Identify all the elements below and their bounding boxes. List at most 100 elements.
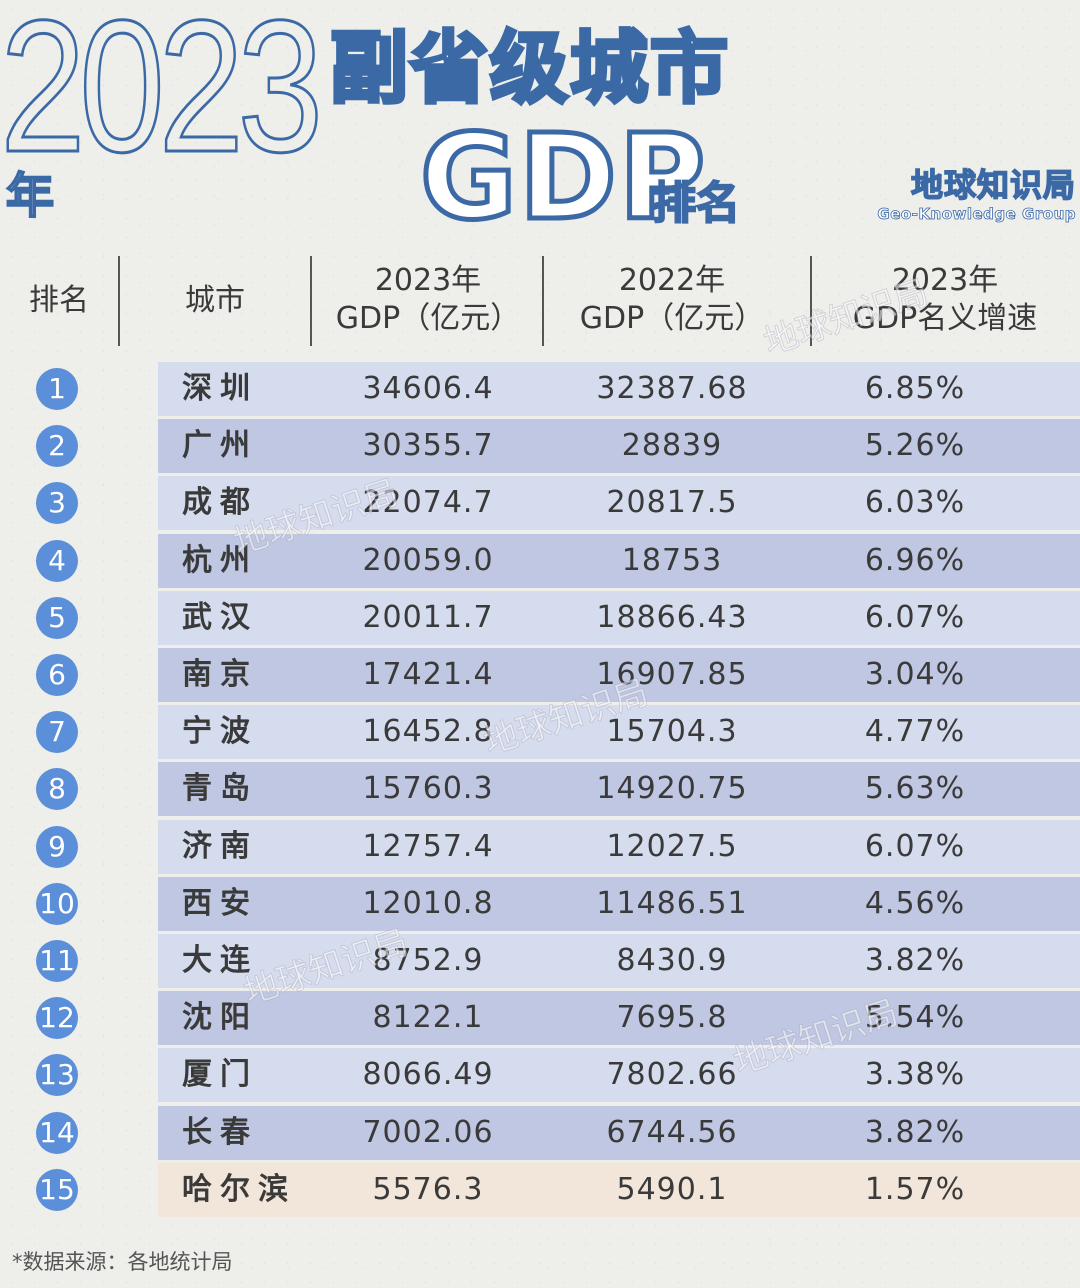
table-row: 5 武汉 20011.7 18866.43 6.07% [0,590,1080,645]
header-gdp2022: 2022年 GDP（亿元） [560,262,784,338]
gdp-2022-cell: 8430.9 [616,943,728,978]
header-growth: 2023年 GDP名义增速 [830,262,1060,338]
city-name: 济南 [182,828,258,864]
header-divider [810,256,812,346]
gdp-2023-cell: 20059.0 [362,542,494,578]
row-band [158,705,1080,760]
table-row: 9 济南 12757.4 12027.5 6.07% [0,819,1080,874]
year-char: 年 [5,168,55,224]
gdp-2022-cell: 7695.8 [616,1000,728,1036]
rank-badge: 1 [36,368,78,410]
header-divider [310,256,312,346]
rank-badge: 3 [36,482,78,525]
growth-cell: 5.54% [864,1000,966,1036]
row-band [158,1048,1080,1103]
gdp-2023-cell: 12757.4 [362,828,494,864]
growth-cell: 6.96% [864,542,966,578]
header-growth-line1: 2023年 [891,263,999,298]
rank-badge: 12 [36,997,78,1040]
gdp-2022-cell: 14920.75 [596,771,748,807]
table-row: 8 青岛 15760.3 14920.75 5.63% [0,762,1080,817]
city-name: 沈阳 [182,1000,258,1036]
gdp-2022-cell: 28839 [621,428,723,464]
gdp-2022-cell: 16907.85 [596,657,748,692]
header-city: 城市 [185,283,245,318]
city-name: 西安 [182,885,258,921]
row-band [158,419,1080,474]
gdp-2022-cell: 15704.3 [606,714,738,750]
gdp-2023-cell: 8066.49 [362,1057,494,1093]
row-band [158,1105,1080,1160]
row-band [158,648,1080,702]
gdp-2022-cell: 6744.56 [606,1114,738,1150]
title-main: 副省级城市 [328,24,731,114]
header-divider [542,256,544,346]
rank-badge: 10 [36,882,78,925]
city-name: 广州 [182,428,258,464]
rank-badge: 9 [36,825,78,868]
gdp-2022-cell: 5490.1 [616,1171,728,1207]
city-name: 青岛 [182,771,258,807]
gdp-2023-cell: 8752.9 [372,943,484,978]
city-name: 深圳 [182,371,258,406]
title-gdp: GDP [417,108,708,246]
header-growth-line2: GDP名义增速 [852,301,1038,336]
row-band [158,819,1080,874]
table-row: 4 杭州 20059.0 18753 6.96% [0,533,1080,588]
row-band [158,876,1080,931]
header-gdp2022-line1: 2022年 [618,263,726,298]
rank-badge: 5 [36,596,78,639]
gdp-2022-cell: 11486.51 [596,885,748,921]
gdp-2022-cell: 20817.5 [606,485,738,521]
table-row: 3 成都 22074.7 20817.5 6.03% [0,476,1080,531]
title-rank: 排名 [651,178,741,229]
table-header: 排名 城市 2023年 GDP（亿元） 2022年 GDP（亿元） 2023年 … [0,250,1080,350]
growth-cell: 4.77% [864,714,966,750]
brand-name-cn: 地球知识局 [910,166,1076,204]
rank-badge: 13 [36,1054,78,1097]
table-row: 6 南京 17421.4 16907.85 3.04% [0,648,1080,702]
year-big: 2023 [0,0,325,191]
header-gdp2023-line2: GDP（亿元） [335,301,521,336]
city-name: 哈尔滨 [182,1171,296,1207]
table-row: 14 长春 7002.06 6744.56 3.82% [0,1105,1080,1160]
gdp-2022-cell: 32387.68 [596,371,748,406]
city-name: 长春 [182,1114,258,1150]
row-band [158,1162,1080,1217]
growth-cell: 3.38% [864,1057,966,1093]
brand-name-en: Geo-Knowledge Group [877,205,1076,224]
gdp-2023-cell: 5576.3 [372,1171,484,1207]
rank-badge: 15 [36,1168,78,1211]
growth-cell: 6.03% [864,485,966,521]
rank-badge: 2 [36,425,78,468]
rank-badge: 11 [36,940,78,982]
rank-badge: 4 [36,539,78,582]
rank-badge: 8 [36,768,78,811]
gdp-2023-cell: 16452.8 [362,714,494,750]
rank-badge: 6 [36,654,78,696]
growth-cell: 5.63% [864,771,966,807]
gdp-2023-cell: 17421.4 [362,657,494,692]
row-band [158,362,1080,416]
growth-cell: 1.57% [864,1171,966,1207]
header-gdp2022-line2: GDP（亿元） [579,301,765,336]
gdp-2023-cell: 12010.8 [362,885,494,921]
growth-cell: 5.26% [864,428,966,464]
growth-cell: 3.04% [864,657,966,692]
row-band [158,991,1080,1046]
table-row: 2 广州 30355.7 28839 5.26% [0,419,1080,474]
row-band [158,934,1080,988]
city-name: 杭州 [182,542,258,578]
city-name: 南京 [182,657,258,692]
growth-cell: 4.56% [864,885,966,921]
growth-cell: 6.07% [864,828,966,864]
gdp-2022-cell: 7802.66 [606,1057,738,1093]
growth-cell: 6.07% [864,599,966,635]
table-row: 15 哈尔滨 5576.3 5490.1 1.57% [0,1162,1080,1217]
header-divider [118,256,120,346]
gdp-2023-cell: 20011.7 [362,599,494,635]
table-row: 10 西安 12010.8 11486.51 4.56% [0,876,1080,931]
source-note: *数据来源：各地统计局 [12,1250,233,1274]
table-row: 11 大连 8752.9 8430.9 3.82% [0,934,1080,988]
gdp-2022-cell: 18753 [621,542,723,578]
